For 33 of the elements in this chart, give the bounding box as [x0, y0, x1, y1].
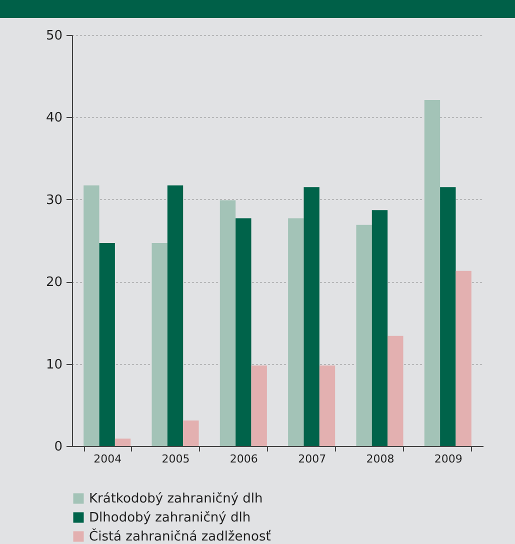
x-tick-label: 2007 [298, 452, 326, 466]
legend-label: Čistá zahraničná zadlženosť [89, 528, 271, 544]
bar [99, 242, 115, 446]
bar [356, 224, 372, 446]
legend-label: Krátkodobý zahraničný dlh [89, 492, 263, 506]
bar [388, 336, 404, 446]
bar [440, 187, 456, 446]
y-tick-label: 50 [46, 28, 62, 44]
x-tick-label: 2009 [434, 452, 462, 466]
bar [236, 218, 252, 446]
bar [152, 242, 168, 446]
y-tick-label: 40 [46, 110, 62, 126]
y-tick-label: 20 [46, 275, 62, 290]
bar [456, 270, 472, 446]
bar [167, 185, 184, 446]
bar [84, 185, 100, 446]
legend-label: Dlhodobý zahraničný dlh [89, 510, 251, 526]
y-tick-label: 30 [46, 192, 62, 208]
y-tick-label: 10 [46, 357, 62, 372]
bar [183, 420, 199, 446]
bar [319, 365, 336, 446]
bar [251, 365, 267, 446]
bar [220, 200, 236, 446]
x-tick-label: 2004 [94, 452, 122, 466]
bar [304, 187, 320, 446]
bar [372, 210, 388, 446]
bar [288, 218, 304, 446]
x-tick-label: 2005 [162, 452, 190, 466]
x-tick-label: 2006 [230, 452, 258, 466]
bar [114, 438, 131, 446]
bar [424, 100, 440, 446]
x-tick-label: 2008 [366, 452, 394, 466]
y-tick-label: 0 [54, 440, 62, 454]
